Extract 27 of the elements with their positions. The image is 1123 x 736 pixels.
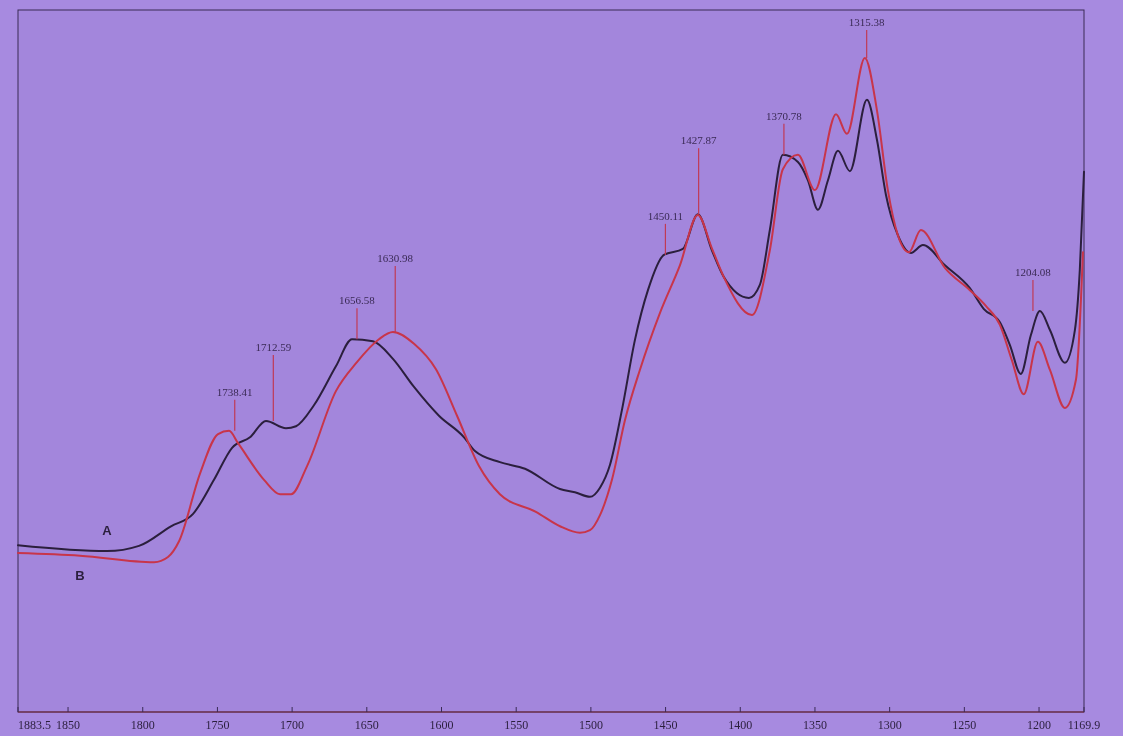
series-label: B bbox=[75, 567, 85, 583]
x-tick-label: 1750 bbox=[205, 718, 230, 732]
x-tick-label: 1700 bbox=[280, 718, 305, 732]
x-tick-label: 1250 bbox=[952, 718, 977, 732]
x-tick-label: 1650 bbox=[354, 718, 379, 732]
x-tick-label: 1883.5 bbox=[18, 718, 51, 732]
x-tick-label: 1300 bbox=[877, 718, 902, 732]
x-tick-label: 1169.9 bbox=[1067, 718, 1101, 732]
x-tick-label: 1450 bbox=[653, 718, 678, 732]
x-tick-label: 1600 bbox=[429, 718, 454, 732]
annotation: 1427.87 bbox=[680, 134, 718, 147]
annotation: 1370.78 bbox=[766, 109, 803, 122]
annotation: 1630.98 bbox=[377, 252, 414, 265]
annotation: 1315.38 bbox=[848, 16, 886, 28]
x-tick-label: 1500 bbox=[578, 718, 603, 732]
x-tick-label: 1550 bbox=[504, 718, 529, 732]
series-label: A bbox=[102, 523, 113, 539]
x-tick-label: 1200 bbox=[1027, 718, 1052, 732]
annotation: 1712.59 bbox=[255, 340, 292, 353]
x-tick-label: 1850 bbox=[56, 718, 81, 732]
annotation: 1204.08 bbox=[1015, 266, 1052, 279]
annotation: 1450.11 bbox=[647, 209, 684, 222]
x-tick-label: 1400 bbox=[728, 718, 753, 732]
annotation: 1738.41 bbox=[216, 385, 253, 398]
x-tick-label: 1350 bbox=[802, 718, 827, 732]
x-tick-label: 1800 bbox=[130, 718, 155, 732]
annotation: 1656.58 bbox=[339, 294, 376, 307]
